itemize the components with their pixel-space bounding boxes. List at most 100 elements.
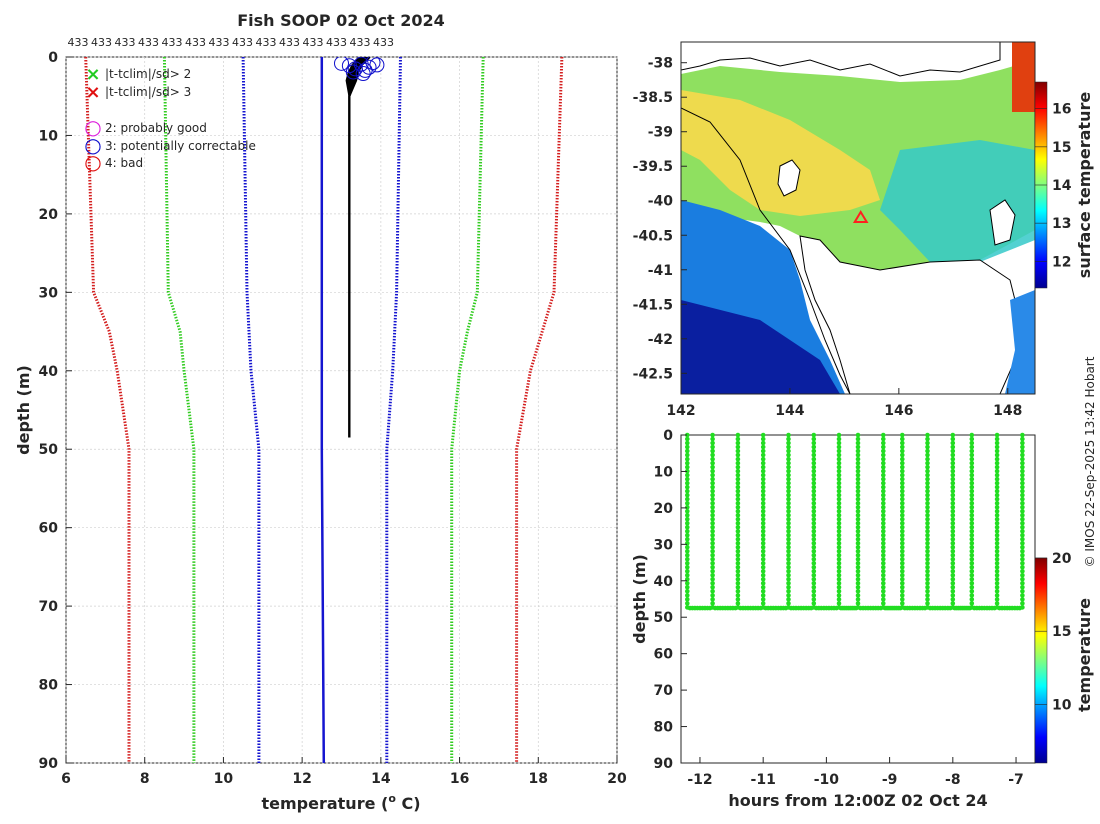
- section-point: [994, 589, 1000, 594]
- section-point: [836, 553, 842, 558]
- section-point: [855, 561, 861, 566]
- profile-ytick-label: 0: [48, 50, 58, 66]
- section-point: [1020, 569, 1025, 574]
- section-point: [969, 581, 975, 586]
- section-point: [900, 448, 905, 454]
- section-point: [900, 528, 905, 534]
- section-point: [994, 557, 1000, 562]
- section-point: [760, 496, 766, 502]
- section-point: [969, 436, 975, 442]
- profile-ytick-label: 80: [39, 678, 59, 694]
- section-point: [836, 464, 842, 470]
- sst-colorbar-tick-label: 12: [1052, 254, 1071, 270]
- section-point: [969, 585, 975, 590]
- section-point: [855, 557, 861, 562]
- section-point: [925, 496, 930, 502]
- section-point: [881, 520, 886, 526]
- section-point: [881, 440, 886, 446]
- section-point: [685, 460, 690, 466]
- section-point: [994, 500, 1000, 506]
- section-point: [786, 540, 791, 546]
- section-point: [685, 508, 690, 514]
- section-point: [760, 536, 766, 542]
- section-point: [710, 557, 715, 562]
- section-point: [685, 480, 690, 486]
- section-point: [811, 516, 817, 522]
- section-point: [925, 524, 930, 530]
- section-point: [685, 488, 690, 494]
- section-point: [836, 452, 842, 458]
- section-point: [760, 484, 766, 490]
- section-point: [950, 452, 956, 458]
- section-point: [900, 520, 905, 526]
- section-point: [969, 472, 975, 478]
- section-point: [735, 589, 741, 594]
- section-xtick-label: -8: [945, 772, 961, 788]
- section-point: [1020, 476, 1025, 482]
- section-point: [735, 540, 741, 546]
- section-point: [786, 524, 791, 530]
- section-point: [969, 456, 975, 462]
- section-point: [685, 440, 690, 446]
- section-point: [950, 557, 956, 562]
- section-point: [881, 432, 886, 438]
- section-point: [710, 540, 715, 546]
- section-point: [925, 557, 930, 562]
- section-point: [969, 553, 975, 558]
- profile-count-label: 433: [162, 36, 183, 49]
- section-point: [994, 593, 1000, 598]
- section-point: [1020, 456, 1025, 462]
- section-point: [881, 561, 886, 566]
- section-point: [900, 536, 905, 542]
- section-point: [900, 460, 905, 466]
- profile-xlabel-sup: o: [388, 792, 396, 805]
- section-point: [994, 444, 1000, 450]
- section-point: [710, 573, 715, 578]
- section-point: [685, 444, 690, 450]
- east-coast-water: [1005, 290, 1035, 394]
- section-point: [735, 484, 741, 490]
- section-point: [735, 524, 741, 530]
- section-point: [950, 472, 956, 478]
- section-point: [685, 573, 690, 578]
- section-point: [836, 532, 842, 538]
- section-point: [855, 432, 861, 438]
- section-point: [881, 565, 886, 570]
- section-point: [1020, 544, 1025, 550]
- section-point: [994, 577, 1000, 582]
- section-point: [760, 569, 766, 574]
- section-point: [881, 444, 886, 450]
- section-point: [735, 456, 741, 462]
- section-point: [994, 544, 1000, 550]
- section-point: [881, 589, 886, 594]
- section-point: [735, 460, 741, 466]
- section-point: [994, 456, 1000, 462]
- section-point: [855, 492, 861, 498]
- section-point: [811, 540, 817, 546]
- section-point: [855, 540, 861, 546]
- profile-title: Fish SOOP 02 Oct 2024: [237, 11, 445, 30]
- section-point: [994, 480, 1000, 486]
- section-point: [811, 504, 817, 510]
- section-point: [710, 444, 715, 450]
- section-point: [855, 460, 861, 466]
- profile-axes: 6 8 10 12 14 16 18 20 0 10 20 30 40 50 60 70 80 90: [39, 50, 627, 787]
- section-point: [811, 565, 817, 570]
- profile-series-line: [84, 57, 131, 763]
- section-point: [925, 593, 930, 598]
- section-point: [811, 593, 817, 598]
- section-point: [786, 464, 791, 470]
- section-point: [685, 500, 690, 506]
- section-point: [994, 561, 1000, 566]
- section-point: [855, 544, 861, 550]
- section-point: [994, 504, 1000, 510]
- section-point: [994, 573, 1000, 578]
- section-point: [950, 593, 956, 598]
- section-point: [786, 448, 791, 454]
- section-point: [855, 496, 861, 502]
- section-point: [786, 577, 791, 582]
- map-xtick-label: 142: [666, 403, 695, 419]
- section-point: [760, 532, 766, 538]
- section-point: [836, 593, 842, 598]
